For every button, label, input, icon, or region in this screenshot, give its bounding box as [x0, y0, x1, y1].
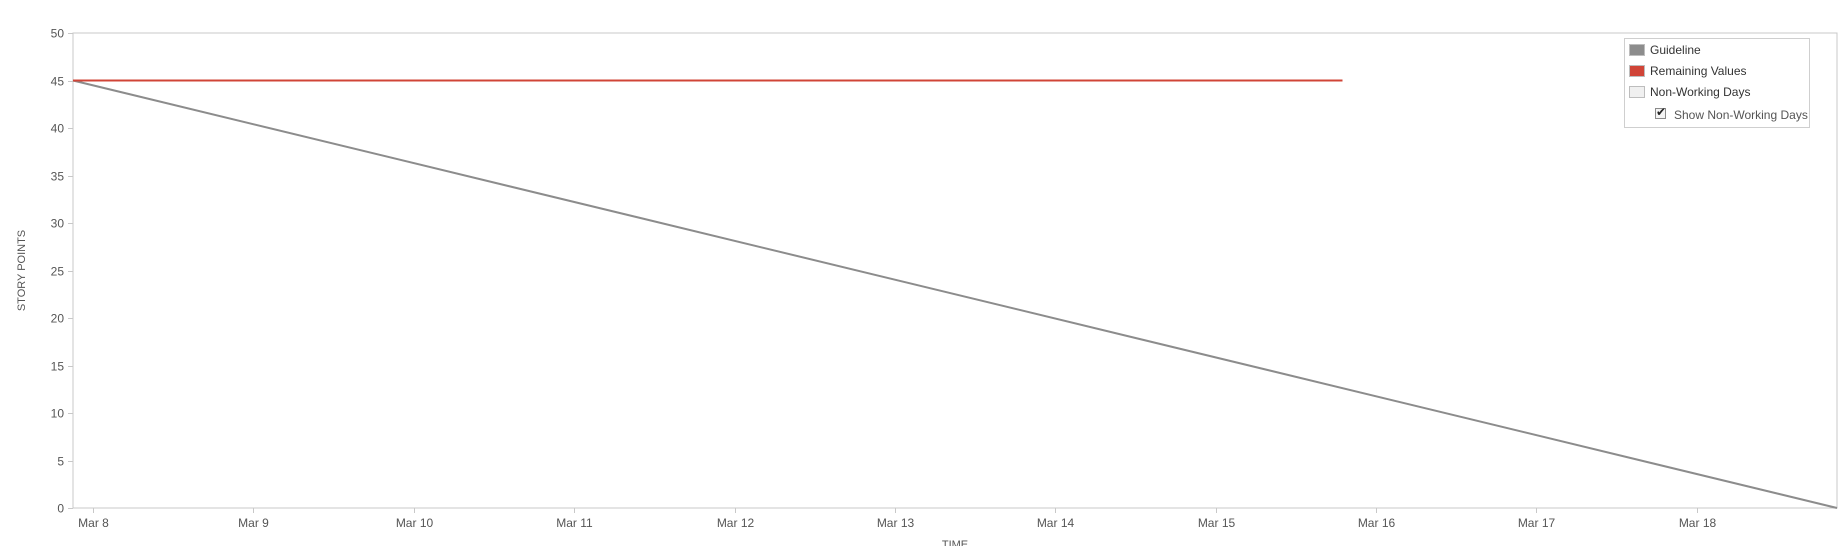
- y-tick-label: 20: [51, 312, 65, 326]
- x-tick-label: Mar 12: [717, 516, 755, 530]
- remaining-values-swatch: [1629, 65, 1645, 77]
- legend-label-guideline: Guideline: [1650, 43, 1701, 57]
- y-tick-label: 50: [51, 27, 65, 41]
- show-non-working-days-label: Show Non-Working Days: [1674, 108, 1808, 122]
- y-tick-label: 10: [51, 407, 65, 421]
- plot-area-frame: [72, 32, 1838, 509]
- show-non-working-days-checkbox[interactable]: ✔: [1655, 104, 1667, 119]
- x-tick-label: Mar 8: [78, 516, 109, 530]
- chart-legend: Guideline Remaining Values Non-Working D…: [1624, 38, 1810, 128]
- x-tick-label: Mar 15: [1198, 516, 1236, 530]
- show-non-working-days-toggle[interactable]: ✔ Show Non-Working Days: [1655, 104, 1808, 124]
- legend-item-non-working-days[interactable]: Non-Working Days: [1629, 83, 1750, 101]
- x-tick-label: Mar 14: [1037, 516, 1075, 530]
- x-tick-label: Mar 11: [556, 516, 593, 530]
- legend-label-remaining-values: Remaining Values: [1650, 64, 1747, 78]
- y-tick-label: 30: [51, 217, 65, 231]
- x-tick-label: Mar 13: [877, 516, 915, 530]
- x-tick-label: Mar 16: [1358, 516, 1396, 530]
- x-tick-label: Mar 18: [1679, 516, 1717, 530]
- y-tick-label: 25: [51, 265, 65, 279]
- y-tick-label: 15: [51, 360, 65, 374]
- y-tick-label: 40: [51, 122, 65, 136]
- series-line-guideline: [72, 79, 1838, 509]
- x-tick-label: Mar 17: [1518, 516, 1556, 530]
- y-tick-label: 0: [57, 502, 64, 516]
- guideline-swatch: [1629, 44, 1645, 56]
- non-working-days-swatch: [1629, 86, 1645, 98]
- y-tick-label: 45: [51, 75, 65, 89]
- x-tick-label: Mar 10: [396, 516, 434, 530]
- legend-item-remaining-values[interactable]: Remaining Values: [1629, 62, 1747, 80]
- legend-item-guideline[interactable]: Guideline: [1629, 41, 1701, 59]
- x-tick-label: Mar 9: [238, 516, 269, 530]
- y-tick-label: 5: [57, 455, 64, 469]
- x-axis-title: TIME: [942, 539, 968, 546]
- legend-label-non-working-days: Non-Working Days: [1650, 85, 1751, 99]
- y-tick-label: 35: [51, 170, 65, 184]
- y-axis-title: STORY POINTS: [16, 230, 28, 311]
- checkmark-icon: ✔: [1656, 104, 1667, 119]
